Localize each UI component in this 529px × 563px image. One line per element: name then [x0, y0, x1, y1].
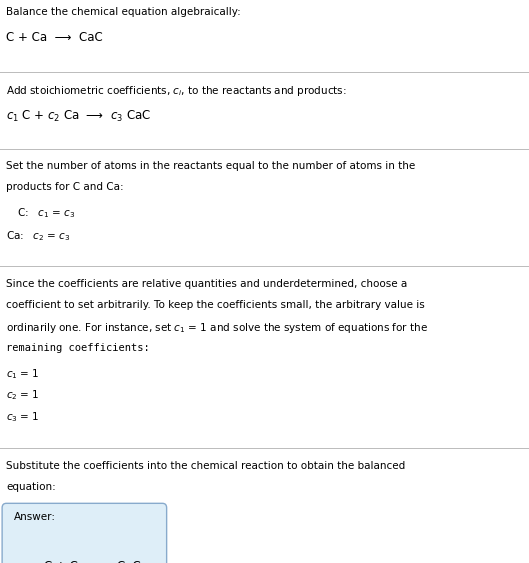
Text: C + Ca  ⟶  CaC: C + Ca ⟶ CaC — [6, 31, 103, 44]
Text: Ca:   $c_2$ = $c_3$: Ca: $c_2$ = $c_3$ — [6, 229, 71, 243]
Text: $c_1$ C + $c_2$ Ca  ⟶  $c_3$ CaC: $c_1$ C + $c_2$ Ca ⟶ $c_3$ CaC — [6, 109, 151, 124]
Text: Add stoichiometric coefficients, $c_i$, to the reactants and products:: Add stoichiometric coefficients, $c_i$, … — [6, 84, 347, 99]
Text: Substitute the coefficients into the chemical reaction to obtain the balanced: Substitute the coefficients into the che… — [6, 461, 406, 471]
Text: Answer:: Answer: — [14, 512, 56, 522]
Text: equation:: equation: — [6, 482, 56, 492]
Text: C:   $c_1$ = $c_3$: C: $c_1$ = $c_3$ — [17, 207, 75, 221]
Text: C + Ca  ⟶  CaC: C + Ca ⟶ CaC — [44, 560, 141, 563]
Text: Set the number of atoms in the reactants equal to the number of atoms in the: Set the number of atoms in the reactants… — [6, 161, 416, 171]
Text: remaining coefficients:: remaining coefficients: — [6, 343, 150, 353]
Text: Since the coefficients are relative quantities and underdetermined, choose a: Since the coefficients are relative quan… — [6, 279, 408, 289]
Text: products for C and Ca:: products for C and Ca: — [6, 182, 124, 193]
Text: Balance the chemical equation algebraically:: Balance the chemical equation algebraica… — [6, 7, 241, 17]
Text: $c_3$ = 1: $c_3$ = 1 — [6, 410, 40, 424]
Text: ordinarily one. For instance, set $c_1$ = 1 and solve the system of equations fo: ordinarily one. For instance, set $c_1$ … — [6, 321, 428, 336]
Text: $c_2$ = 1: $c_2$ = 1 — [6, 388, 40, 403]
FancyBboxPatch shape — [2, 503, 167, 563]
Text: coefficient to set arbitrarily. To keep the coefficients small, the arbitrary va: coefficient to set arbitrarily. To keep … — [6, 300, 425, 310]
Text: $c_1$ = 1: $c_1$ = 1 — [6, 367, 40, 381]
